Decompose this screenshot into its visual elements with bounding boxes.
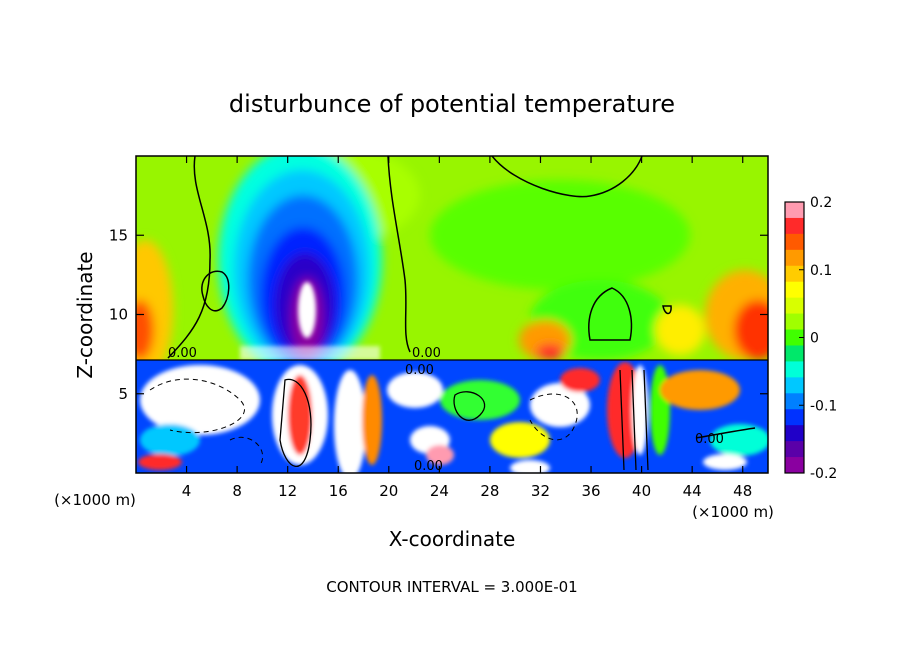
colorbar-swatch [785,345,804,362]
colorbar-swatch [785,425,804,442]
chart-title: disturbunce of potential temperature [229,90,675,118]
colorbar-swatch [785,377,804,394]
x-tick-label: 24 [430,482,449,500]
colorbar-swatch [785,249,804,267]
colorbar-swatch [785,265,804,283]
heatmap-field: 0.00 0.00 0.00 0.00 0.00 [136,156,768,474]
x-axis-label: X-coordinate [389,527,516,551]
x-tick-label: 36 [581,482,600,500]
colorbar-swatch [785,233,804,251]
colorbar-tick-label: 0.1 [810,263,832,279]
colorbar-swatch [785,217,804,235]
x-tick-label: 4 [182,482,192,500]
footer-contour-interval: CONTOUR INTERVAL = 3.000E-01 [326,578,577,596]
colorbar-swatch [785,202,804,219]
colorbar-swatch [785,281,804,299]
colorbar-swatch [785,297,804,315]
y-tick-label: 5 [118,385,128,403]
x-tick-label: 28 [480,482,499,500]
colorbar-swatch [785,441,804,458]
x-tick-label: 8 [232,482,242,500]
y-tick-label: 15 [109,226,128,244]
x-tick-label: 40 [632,482,651,500]
x-tick-label: 48 [733,482,752,500]
colorbar-swatch [785,457,804,474]
colorbar-tick-label: -0.1 [810,398,837,414]
colorbar-swatch [785,361,804,378]
x-tick-label: 20 [379,482,398,500]
contour-label: 0.00 [168,346,197,361]
x-ticks: 4 8 12 16 20 24 28 32 36 40 44 48 [182,156,752,500]
contour-label: 0.00 [695,432,724,447]
x-unit-left: (×1000 m) [54,491,136,509]
colorbar-tick-label: -0.2 [810,466,837,482]
colorbar-swatch [785,409,804,426]
colorbar-tick-label: 0 [810,331,819,347]
x-tick-label: 44 [683,482,702,500]
x-unit-right: (×1000 m) [692,503,774,521]
colorbar-ticks: 0.2 0.1 0 -0.1 -0.2 [799,195,837,482]
y-ticks: 5 10 15 [109,226,768,403]
colorbar-swatch [785,313,804,331]
colorbar-swatch [785,329,804,346]
y-tick-label: 10 [109,306,128,324]
y-axis-label: Z-coordinate [73,251,97,378]
x-tick-label: 12 [278,482,297,500]
contour-label: 0.00 [405,363,434,378]
contour-label: 0.00 [414,459,443,474]
colorbar [785,202,804,474]
colorbar-tick-label: 0.2 [810,195,832,211]
x-tick-label: 32 [531,482,550,500]
x-tick-label: 16 [329,482,348,500]
colorbar-swatch [785,393,804,410]
contour-label: 0.00 [412,346,441,361]
